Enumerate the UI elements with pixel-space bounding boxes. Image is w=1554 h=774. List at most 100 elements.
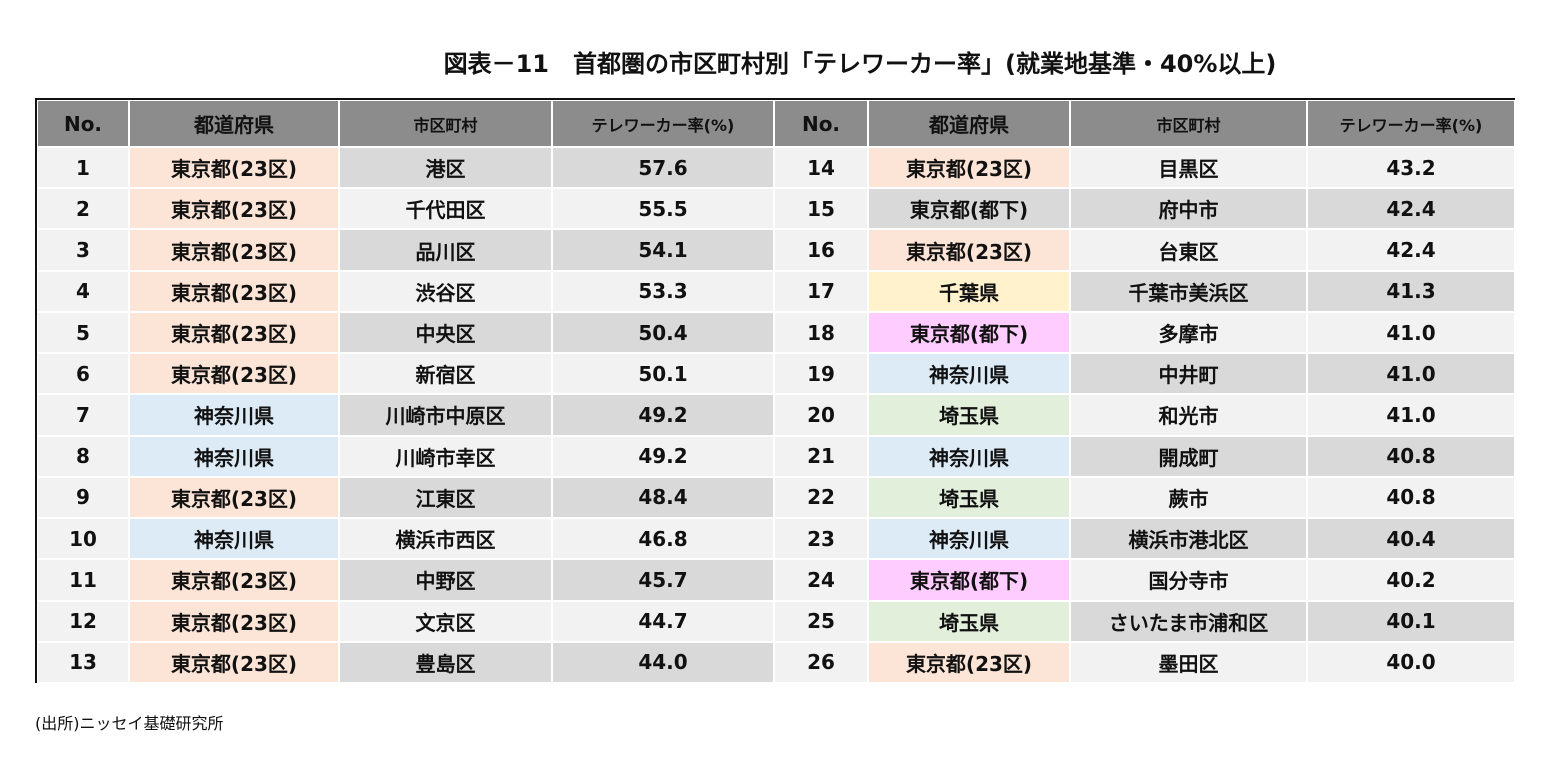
no-cell: 21 <box>774 435 868 477</box>
rate-cell: 50.1 <box>552 353 774 395</box>
no-cell: 17 <box>774 270 868 312</box>
header-cell: 市区町村 <box>1070 100 1307 147</box>
pref-cell: 埼玉県 <box>868 394 1070 436</box>
no-cell: 23 <box>774 518 868 560</box>
rate-cell: 40.2 <box>1307 559 1515 601</box>
city-cell: 多摩市 <box>1070 311 1307 354</box>
header-cell: No. <box>774 100 868 147</box>
no-cell: 18 <box>774 311 868 354</box>
pref-cell: 神奈川県 <box>868 435 1070 477</box>
rate-cell: 54.1 <box>552 229 774 271</box>
no-cell: 26 <box>774 641 868 683</box>
city-cell: 和光市 <box>1070 394 1307 436</box>
no-cell: 19 <box>774 353 868 395</box>
rate-cell: 40.8 <box>1307 435 1515 477</box>
no-cell: 12 <box>37 600 129 642</box>
rate-cell: 41.0 <box>1307 353 1515 395</box>
rate-cell: 41.3 <box>1307 270 1515 312</box>
pref-cell: 神奈川県 <box>129 394 339 436</box>
city-cell: 豊島区 <box>339 641 552 683</box>
pref-cell: 東京都(23区) <box>129 311 339 354</box>
pref-cell: 神奈川県 <box>129 435 339 477</box>
no-cell: 6 <box>37 353 129 395</box>
city-cell: 台東区 <box>1070 229 1307 271</box>
no-cell: 14 <box>774 147 868 189</box>
city-cell: 中井町 <box>1070 353 1307 395</box>
pref-cell: 東京都(都下) <box>868 188 1070 230</box>
city-cell: 横浜市西区 <box>339 518 552 560</box>
no-cell: 7 <box>37 394 129 436</box>
city-cell: 千代田区 <box>339 188 552 230</box>
no-cell: 9 <box>37 476 129 519</box>
rate-cell: 40.8 <box>1307 476 1515 519</box>
pref-cell: 東京都(都下) <box>868 559 1070 601</box>
no-cell: 3 <box>37 229 129 271</box>
pref-cell: 神奈川県 <box>129 518 339 560</box>
rate-cell: 40.1 <box>1307 600 1515 642</box>
pref-cell: 東京都(23区) <box>129 147 339 189</box>
pref-cell: 東京都(23区) <box>868 147 1070 189</box>
no-cell: 22 <box>774 476 868 519</box>
pref-cell: 東京都(23区) <box>129 559 339 601</box>
pref-cell: 東京都(23区) <box>129 600 339 642</box>
pref-cell: 東京都(23区) <box>129 641 339 683</box>
city-cell: 文京区 <box>339 600 552 642</box>
no-cell: 20 <box>774 394 868 436</box>
title: 図表－11 首都圏の市区町村別「テレワーカー率」(就業地基準・40%以上) <box>443 50 1277 78</box>
city-cell: 墨田区 <box>1070 641 1307 683</box>
rate-cell: 41.0 <box>1307 311 1515 354</box>
rate-cell: 40.4 <box>1307 518 1515 560</box>
header-cell: 都道府県 <box>129 100 339 147</box>
pref-cell: 東京都(23区) <box>129 229 339 271</box>
source-note: (出所)ニッセイ基礎研究所 <box>35 714 224 733</box>
pref-cell: 東京都(23区) <box>129 476 339 519</box>
pref-cell: 東京都(23区) <box>129 353 339 395</box>
pref-cell: 東京都(23区) <box>129 270 339 312</box>
no-cell: 10 <box>37 518 129 560</box>
no-cell: 11 <box>37 559 129 601</box>
no-cell: 5 <box>37 311 129 354</box>
city-cell: 千葉市美浜区 <box>1070 270 1307 312</box>
pref-cell: 神奈川県 <box>868 353 1070 395</box>
no-cell: 13 <box>37 641 129 683</box>
no-cell: 2 <box>37 188 129 230</box>
city-cell: 江東区 <box>339 476 552 519</box>
rate-cell: 55.5 <box>552 188 774 230</box>
header-cell: 市区町村 <box>339 100 552 147</box>
rate-cell: 42.4 <box>1307 229 1515 271</box>
city-cell: 渋谷区 <box>339 270 552 312</box>
no-cell: 8 <box>37 435 129 477</box>
city-cell: 府中市 <box>1070 188 1307 230</box>
city-cell: 開成町 <box>1070 435 1307 477</box>
city-cell: 港区 <box>339 147 552 189</box>
no-cell: 1 <box>37 147 129 189</box>
rate-cell: 50.4 <box>552 311 774 354</box>
city-cell: 中央区 <box>339 311 552 354</box>
no-cell: 15 <box>774 188 868 230</box>
header-cell: テレワーカー率(%) <box>552 100 774 147</box>
city-cell: 品川区 <box>339 229 552 271</box>
pref-cell: 東京都(23区) <box>129 188 339 230</box>
header-cell: テレワーカー率(%) <box>1307 100 1515 147</box>
no-cell: 24 <box>774 559 868 601</box>
rate-cell: 40.0 <box>1307 641 1515 683</box>
city-cell: 川崎市幸区 <box>339 435 552 477</box>
pref-cell: 神奈川県 <box>868 518 1070 560</box>
no-cell: 16 <box>774 229 868 271</box>
no-cell: 4 <box>37 270 129 312</box>
city-cell: さいたま市浦和区 <box>1070 600 1307 642</box>
city-cell: 新宿区 <box>339 353 552 395</box>
pref-cell: 東京都(23区) <box>868 229 1070 271</box>
rate-cell: 44.0 <box>552 641 774 683</box>
city-cell: 蕨市 <box>1070 476 1307 519</box>
city-cell: 目黒区 <box>1070 147 1307 189</box>
rate-cell: 41.0 <box>1307 394 1515 436</box>
city-cell: 川崎市中原区 <box>339 394 552 436</box>
rate-cell: 45.7 <box>552 559 774 601</box>
rate-cell: 53.3 <box>552 270 774 312</box>
no-cell: 25 <box>774 600 868 642</box>
city-cell: 横浜市港北区 <box>1070 518 1307 560</box>
city-cell: 中野区 <box>339 559 552 601</box>
rate-cell: 42.4 <box>1307 188 1515 230</box>
